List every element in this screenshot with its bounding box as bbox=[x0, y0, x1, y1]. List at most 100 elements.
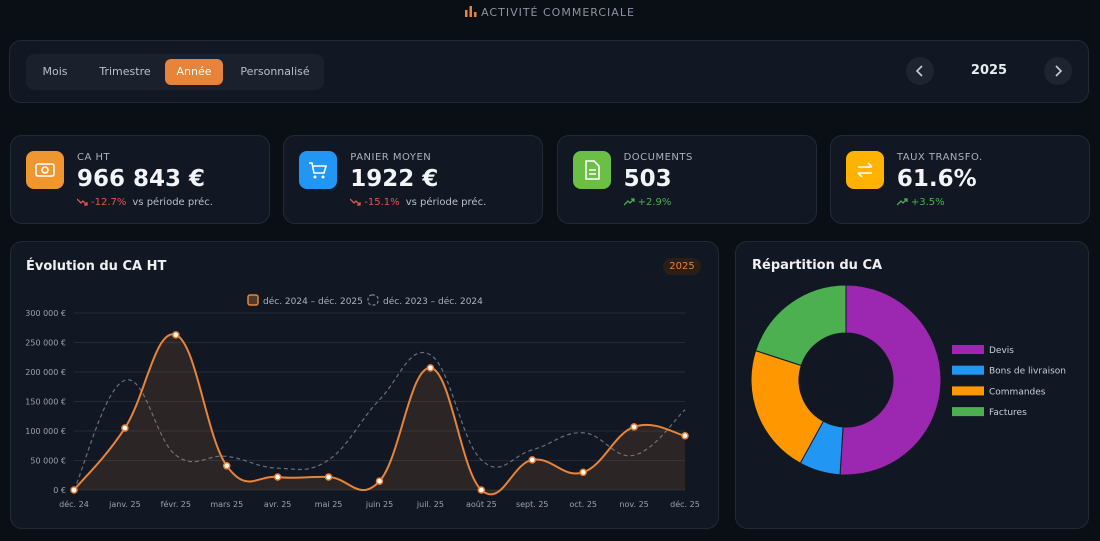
x-tick-label: nov. 25 bbox=[619, 500, 648, 509]
x-tick-label: avr. 25 bbox=[264, 500, 291, 509]
data-point bbox=[223, 462, 231, 470]
kpi-change: -12.7% vs période préc. bbox=[76, 197, 213, 208]
donut-segment bbox=[755, 284, 847, 367]
x-tick-label: mars 25 bbox=[210, 500, 243, 509]
trend-arrow bbox=[896, 198, 908, 206]
trend-arrow bbox=[349, 198, 361, 206]
x-tick-label: sept. 25 bbox=[516, 500, 549, 509]
y-tick-label: 150 000 € bbox=[25, 398, 66, 407]
y-tick-label: 0 € bbox=[53, 486, 66, 495]
period-tab[interactable]: Personnalisé bbox=[240, 65, 310, 78]
legend-swatch bbox=[952, 386, 984, 396]
line-chart-title: Évolution du CA HT bbox=[26, 259, 167, 274]
legend-swatch bbox=[952, 365, 984, 375]
x-tick-label: mai 25 bbox=[315, 500, 343, 509]
data-point bbox=[70, 486, 78, 494]
kpi-label: PANIER MOYEN bbox=[350, 152, 432, 163]
kpi-label: TAUX TRANSFO. bbox=[896, 152, 983, 163]
kpi-card: CA HT 966 843 € -12.7% vs période préc. bbox=[10, 135, 270, 224]
year-badge: 2025 bbox=[663, 258, 701, 275]
legend-swatch bbox=[952, 345, 984, 354]
donut-chart-title: Répartition du CA bbox=[752, 258, 883, 273]
kpi-change-value: -12.7% bbox=[91, 197, 127, 208]
kpi-icon-glyph bbox=[35, 163, 55, 177]
kpi-card: DOCUMENTS 503 +2.9% bbox=[556, 135, 817, 224]
kpi-icon-glyph bbox=[584, 160, 600, 180]
kpi-icon-glyph bbox=[857, 162, 873, 178]
x-tick-label: juil. 25 bbox=[416, 500, 444, 509]
x-tick-label: janv. 25 bbox=[108, 500, 141, 509]
kpi-change-note: vs période préc. bbox=[132, 197, 213, 208]
data-point bbox=[579, 468, 587, 477]
legend-swatch bbox=[247, 294, 259, 306]
series-line bbox=[73, 352, 686, 491]
kpi-icon bbox=[299, 151, 338, 189]
kpi-change: +2.9% bbox=[623, 197, 672, 208]
x-tick-label: juin 25 bbox=[365, 500, 393, 509]
kpi-change-note: vs période préc. bbox=[405, 197, 487, 208]
kpi-value: 1922 € bbox=[350, 166, 439, 192]
series-area bbox=[74, 334, 685, 495]
x-tick-label: déc. 25 bbox=[670, 499, 700, 509]
legend-label: déc. 2023 – déc. 2024 bbox=[383, 296, 483, 307]
kpi-value: 966 843 € bbox=[77, 166, 206, 192]
kpi-change-value: -15.1% bbox=[364, 197, 400, 208]
x-tick-label: févr. 25 bbox=[161, 499, 191, 509]
data-point bbox=[172, 331, 180, 339]
kpi-icon bbox=[845, 151, 884, 189]
data-point bbox=[528, 456, 536, 464]
legend-label: déc. 2024 – déc. 2025 bbox=[263, 296, 363, 307]
donut-segment bbox=[839, 284, 942, 476]
legend-label: Devis bbox=[989, 346, 1014, 356]
data-point bbox=[121, 424, 129, 432]
y-tick-label: 300 000 € bbox=[25, 309, 66, 318]
legend-swatch bbox=[952, 407, 984, 417]
data-point bbox=[630, 423, 638, 431]
next-year-button[interactable] bbox=[1044, 57, 1072, 85]
y-tick-label: 100 000 € bbox=[25, 427, 66, 436]
kpi-change: -15.1% vs période préc. bbox=[349, 197, 487, 208]
header-icon bbox=[465, 6, 477, 17]
header-title: ACTIVITÉ COMMERCIALE bbox=[481, 6, 635, 19]
kpi-change-value: +2.9% bbox=[637, 197, 672, 208]
period-tab[interactable]: Année bbox=[165, 59, 223, 85]
kpi-change: +3.5% bbox=[896, 197, 945, 208]
legend-swatch bbox=[367, 294, 379, 306]
data-point bbox=[681, 431, 689, 440]
data-point bbox=[324, 473, 333, 481]
x-tick-label: déc. 24 bbox=[59, 499, 89, 509]
kpi-label: DOCUMENTS bbox=[623, 152, 693, 163]
y-tick-label: 50 000 € bbox=[30, 457, 66, 466]
kpi-card: TAUX TRANSFO. 61.6% +3.5% bbox=[829, 135, 1090, 224]
kpi-change-value: +3.5% bbox=[910, 197, 945, 208]
x-tick-label: oct. 25 bbox=[569, 500, 597, 509]
trend-arrow bbox=[76, 198, 88, 206]
data-point bbox=[426, 364, 435, 372]
donut-segment bbox=[750, 350, 825, 464]
legend-label: Factures bbox=[989, 408, 1027, 418]
kpi-label: CA HT bbox=[77, 152, 111, 163]
legend-label: Bons de livraison bbox=[989, 367, 1066, 377]
data-point bbox=[273, 473, 282, 481]
y-tick-label: 250 000 € bbox=[25, 339, 66, 348]
prev-year-button[interactable] bbox=[906, 57, 934, 85]
year-label: 2025 bbox=[970, 63, 1008, 78]
period-tab[interactable]: Trimestre bbox=[99, 65, 151, 78]
data-point bbox=[477, 486, 486, 494]
trend-arrow bbox=[623, 198, 635, 206]
kpi-icon bbox=[572, 151, 611, 189]
y-tick-label: 200 000 € bbox=[25, 368, 66, 377]
period-tabs: Mois Trimestre Année Personnalisé bbox=[26, 54, 324, 90]
kpi-icon bbox=[26, 151, 64, 189]
kpi-icon-glyph bbox=[309, 162, 328, 179]
kpi-value: 61.6% bbox=[896, 166, 977, 192]
kpi-card: PANIER MOYEN 1922 € -15.1% vs période préc. bbox=[283, 135, 544, 224]
legend-label: Commandes bbox=[989, 387, 1046, 397]
data-point bbox=[375, 477, 384, 485]
line-chart-card bbox=[10, 241, 719, 529]
page-header: ACTIVITÉ COMMERCIALE bbox=[0, 6, 1100, 19]
period-tab[interactable]: Mois bbox=[42, 65, 68, 78]
kpi-value: 503 bbox=[623, 166, 672, 192]
